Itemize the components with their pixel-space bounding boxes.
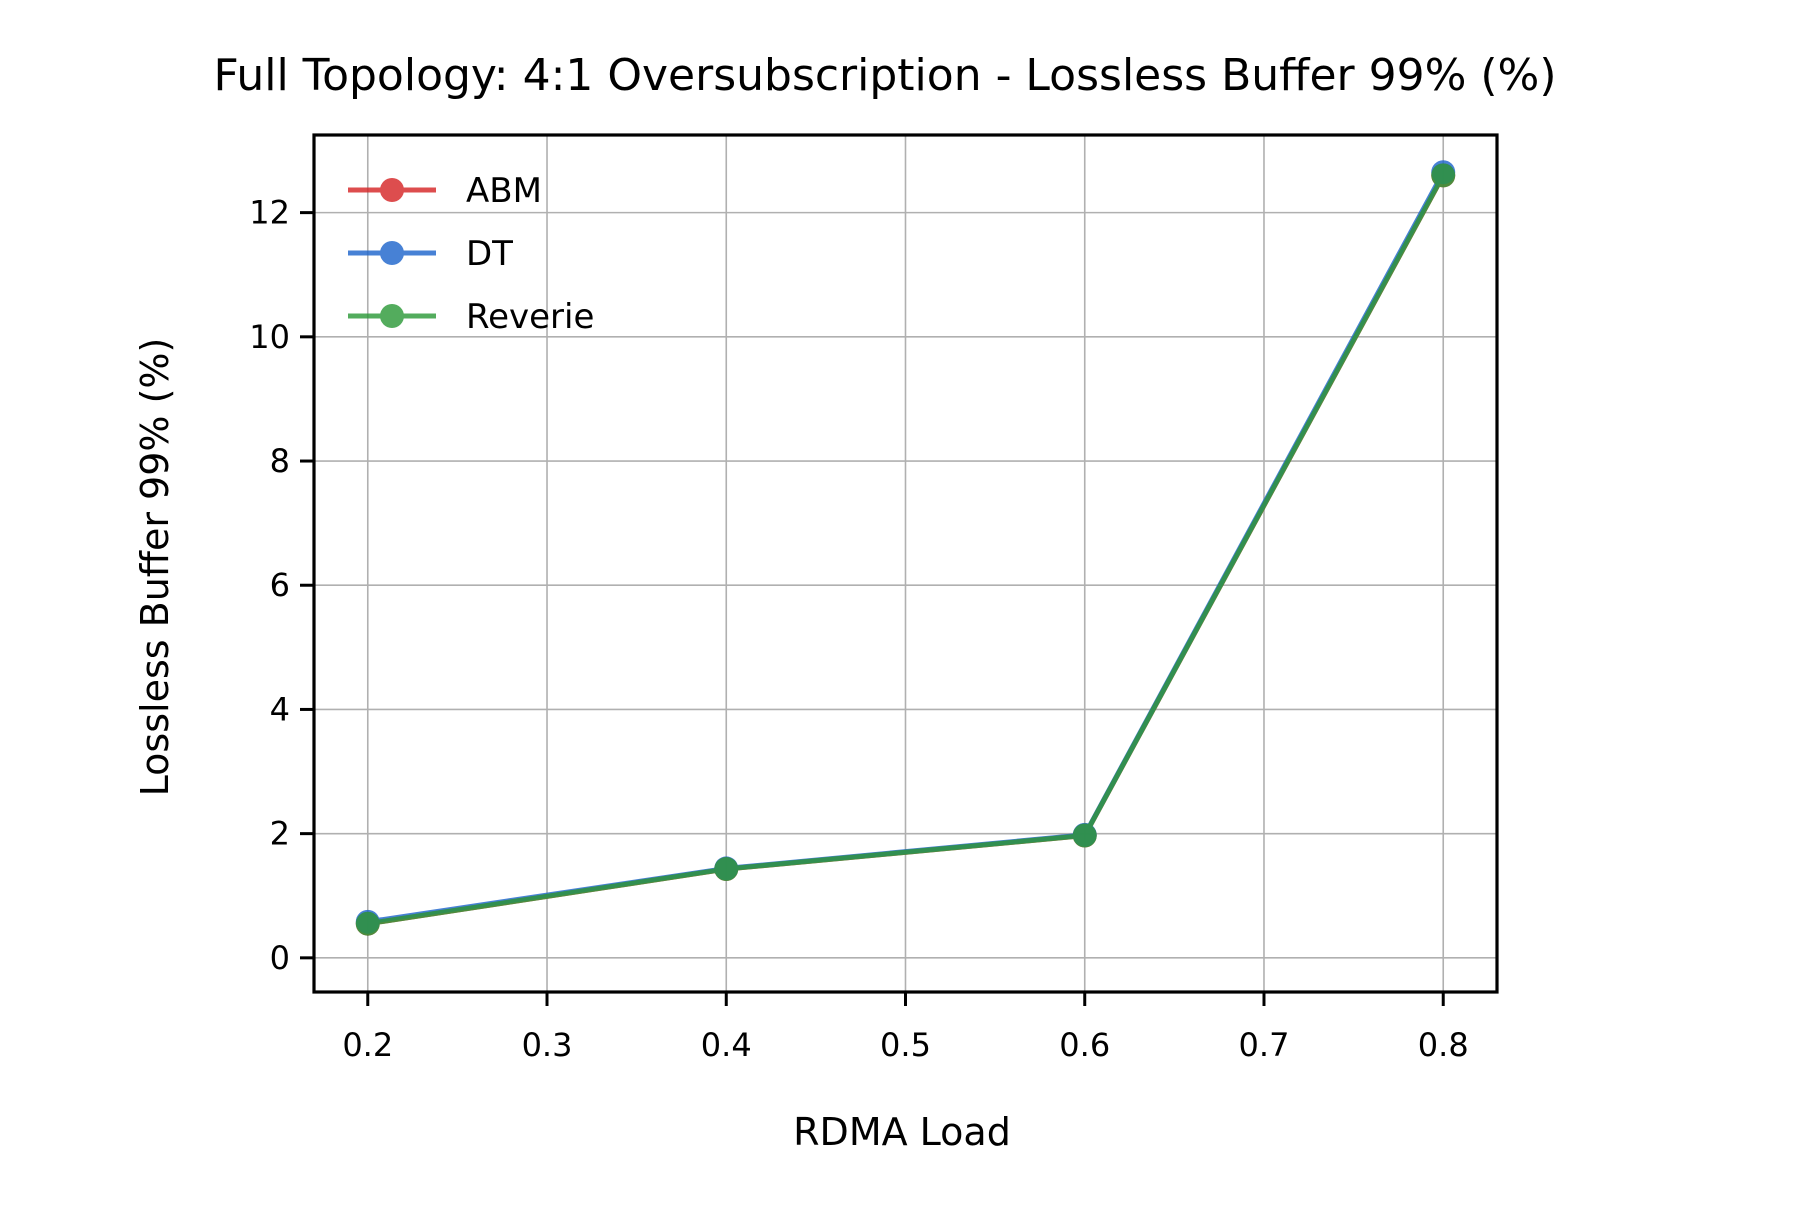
legend-item-abm — [348, 178, 436, 202]
x-tick-label: 0.7 — [1239, 1026, 1290, 1064]
legend-label: DT — [466, 234, 513, 274]
x-tick-label: 0.5 — [880, 1026, 931, 1064]
legend-item-dt — [348, 241, 436, 265]
y-tick-label: 6 — [270, 566, 290, 604]
x-tick-label: 0.2 — [342, 1026, 393, 1064]
legend-label: ABM — [466, 171, 542, 211]
y-tick-label: 4 — [270, 690, 290, 728]
y-tick-label: 2 — [270, 815, 290, 853]
legend: ABM DT Reverie — [348, 171, 594, 337]
y-axis-label: Lossless Buffer 99% (%) — [133, 338, 177, 797]
axis-ticks: 0.2 0.3 0.4 0.5 0.6 0.7 0.8 0 2 4 6 8 10 12 — [249, 194, 1468, 1064]
x-axis-label: RDMA Load — [793, 1110, 1011, 1154]
x-tick-label: 0.3 — [522, 1026, 573, 1064]
y-tick-label: 8 — [270, 442, 290, 480]
series-line — [367, 174, 1446, 927]
x-tick-label: 0.6 — [1059, 1026, 1110, 1064]
x-tick-label: 0.8 — [1418, 1026, 1469, 1064]
legend-marker — [380, 304, 404, 328]
legend-item-reverie — [348, 304, 436, 328]
legend-marker — [380, 178, 404, 202]
legend-label: Reverie — [466, 297, 594, 337]
series-lines — [355, 160, 1456, 936]
data-point — [1431, 163, 1456, 188]
x-tick-label: 0.4 — [701, 1026, 752, 1064]
y-tick-label: 10 — [249, 318, 290, 356]
data-point — [1072, 823, 1097, 848]
data-point — [355, 911, 380, 936]
y-tick-label: 0 — [270, 939, 290, 977]
y-tick-label: 12 — [249, 194, 290, 232]
grid — [314, 135, 1497, 992]
data-point — [714, 857, 739, 882]
legend-marker — [380, 241, 404, 265]
series-reverie — [355, 163, 1456, 936]
chart-title: Full Topology: 4:1 Oversubscription - Lo… — [213, 50, 1556, 101]
